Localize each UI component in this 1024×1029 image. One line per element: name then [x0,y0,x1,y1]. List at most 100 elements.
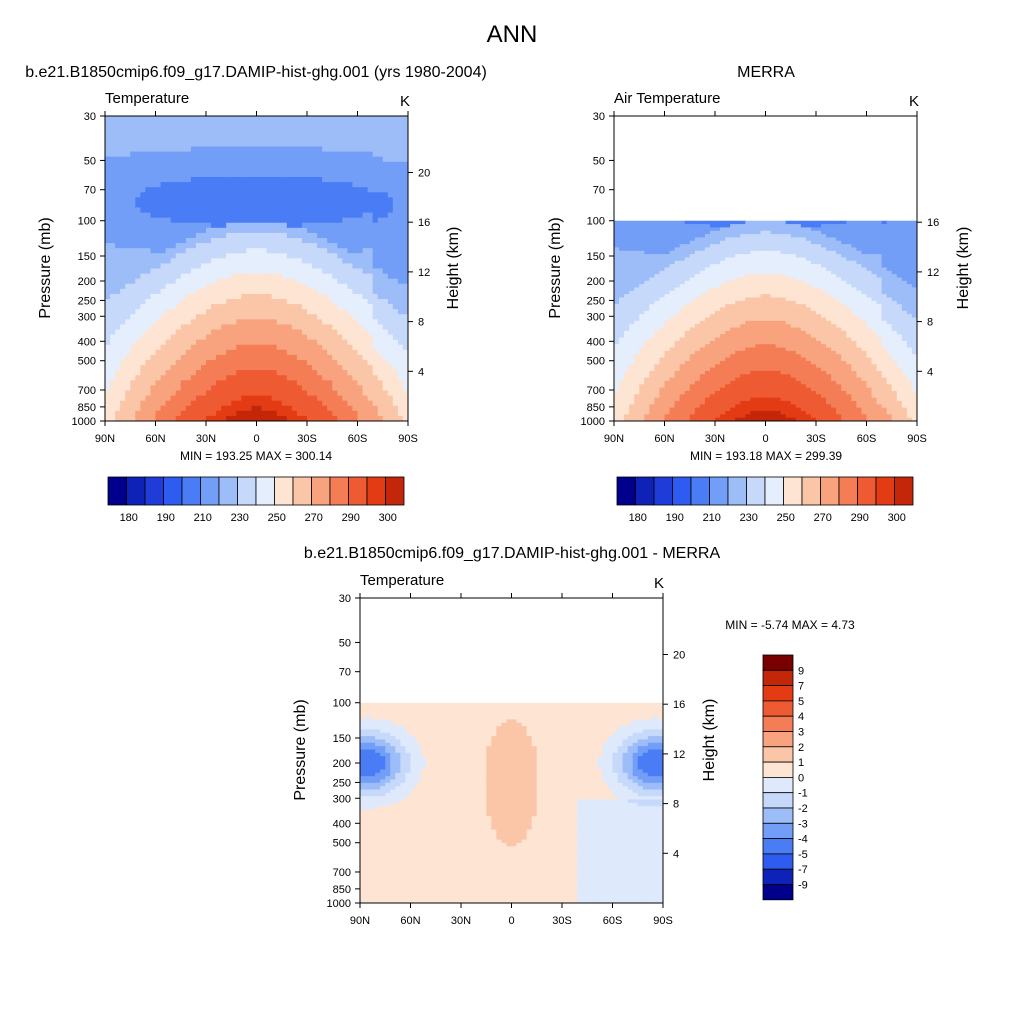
contour-cell [120,116,126,122]
contour-cell [262,279,268,285]
contour-cell [277,274,283,280]
contour-cell [368,385,374,391]
contour-cell [272,192,278,198]
contour-cell [176,345,182,351]
contour-cell [105,208,111,214]
contour-cell [312,401,318,407]
contour-cell [317,182,323,188]
contour-cell [241,274,247,280]
contour-cell [115,121,121,127]
contour-cell [181,197,187,203]
contour-cell [196,218,202,224]
contour-cell [307,365,313,371]
contour-cell [130,289,136,295]
contour-cell [302,380,308,386]
contour-cell [110,182,116,188]
contour-cell [186,375,192,381]
contour-cell [327,248,333,254]
contour-cell [312,258,318,264]
contour-cell [398,299,404,305]
contour-cell [312,187,318,193]
contour-cell [322,147,328,153]
contour-cell [206,284,212,290]
contour-cell [358,269,364,275]
contour-cell [150,385,156,391]
contour-cell [282,121,288,127]
contour-cell [246,243,252,249]
contour-cell [130,360,136,366]
contour-cell [236,258,242,264]
contour-cell [373,385,379,391]
contour-cell [352,335,358,341]
contour-cell [282,324,288,330]
contour-cell [347,147,353,153]
latitude-tick-label: 90N [95,433,115,445]
contour-cell [398,152,404,158]
contour-cell [161,218,167,224]
contour-cell [251,360,257,366]
contour-cell [231,253,237,259]
contour-cell [262,258,268,264]
contour-cell [337,121,343,127]
contour-cell [297,233,303,239]
contour-cell [186,238,192,244]
contour-cell [378,350,384,356]
contour-cell [156,147,162,153]
colorbar-label: 180 [120,512,138,524]
contour-cell [246,167,252,173]
contour-cell [145,126,151,132]
contour-cell [287,172,293,178]
contour-cell [352,309,358,315]
contour-cell [105,147,111,153]
contour-cell [352,126,358,132]
contour-cell [352,274,358,280]
contour-cell [378,187,384,193]
contour-cell [236,345,242,351]
contour-cell [342,213,348,219]
contour-cell [307,335,313,341]
colorbar-box [386,477,405,505]
colorbar-label: 190 [157,512,175,524]
contour-cell [262,248,268,254]
contour-cell [342,314,348,320]
contour-cell [393,314,399,320]
contour-cell [236,340,242,346]
contour-cell [156,335,162,341]
contour-cell [236,238,242,244]
contour-cell [161,385,167,391]
contour-cell [211,350,217,356]
contour-cell [342,136,348,142]
contour-cell [373,330,379,336]
contour-cell [161,258,167,264]
contour-cell [246,177,252,183]
contour-cell [135,365,141,371]
contour-cell [236,365,242,371]
contour-cell [398,202,404,208]
contour-cell [358,340,364,346]
contour-cell [368,284,374,290]
contour-cell [140,411,146,417]
contour-cell [302,385,308,391]
contour-cell [287,401,293,407]
contour-cell [368,213,374,219]
contour-cell [120,294,126,300]
contour-cell [236,182,242,188]
contour-cell [398,243,404,249]
contour-cell [216,187,222,193]
contour-cell [181,385,187,391]
contour-cell [191,269,197,275]
contour-cell [201,167,207,173]
contour-cell [246,258,252,264]
contour-cell [105,218,111,224]
contour-cell [206,228,212,234]
contour-cell [383,385,389,391]
contour-cell [125,355,131,361]
contour-cell [171,131,177,137]
contour-cell [352,121,358,127]
contour-cell [358,350,364,356]
contour-cell [135,406,141,412]
contour-cell [161,380,167,386]
contour-cell [267,274,273,280]
contour-cell [342,391,348,397]
